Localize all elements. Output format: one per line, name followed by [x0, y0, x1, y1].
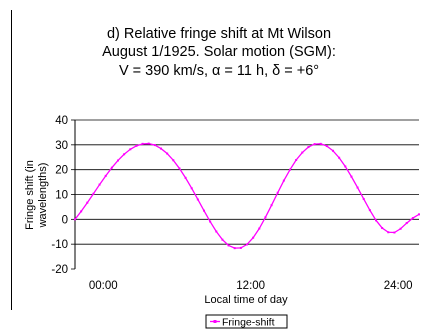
data-point: [135, 144, 138, 147]
legend-box: [205, 314, 288, 329]
data-point: [233, 247, 236, 250]
chart-title: d) Relative fringe shift at Mt Wilson Au…: [102, 26, 336, 79]
data-point: [190, 187, 193, 190]
x-axis-label: Local time of day: [204, 294, 288, 306]
data-point: [319, 142, 322, 145]
y-tick-label-0: 0: [62, 214, 68, 226]
y-tick-label-20: 20: [55, 165, 68, 177]
y-tick-label-30: 30: [55, 140, 68, 152]
data-point: [110, 166, 113, 169]
data-point: [221, 238, 224, 241]
data-point: [92, 192, 95, 195]
data-point: [246, 243, 248, 246]
y-axis-label-line-2: wavelengths): [37, 163, 49, 229]
title-line-3: V = 390 km/s, α = 11 h, δ = +6°: [119, 63, 319, 79]
data-point: [399, 227, 402, 230]
data-point: [184, 176, 187, 179]
data-point: [203, 209, 205, 212]
x-tick-label-24: 24:00: [384, 280, 413, 292]
data-point: [129, 148, 132, 151]
data-point: [307, 146, 310, 149]
data-point: [252, 236, 255, 239]
data-point: [282, 179, 285, 182]
series-fringe-shift: [74, 142, 420, 250]
data-point: [153, 144, 156, 147]
x-tick-label-0: 00:00: [89, 280, 118, 292]
data-point: [356, 186, 359, 189]
series-line-fringe-shift: [74, 142, 420, 249]
y-tick-label-10: 10: [55, 190, 68, 202]
data-point: [258, 227, 261, 230]
data-point: [80, 210, 83, 213]
legend-label: Fringe-shift: [222, 317, 275, 329]
y-tick-label--10: -10: [51, 239, 68, 251]
data-point: [362, 197, 365, 200]
data-point: [141, 142, 144, 145]
y-axis-label: Fringe shift (in wavelengths): [24, 160, 49, 230]
x-tick-label-12: 12:00: [236, 280, 265, 292]
data-point: [301, 151, 304, 154]
data-point: [74, 218, 76, 221]
legend-swatch-marker: [213, 320, 217, 323]
data-point: [227, 244, 230, 247]
data-point: [123, 153, 126, 156]
data-point: [160, 147, 162, 150]
data-point: [276, 191, 279, 194]
data-point: [405, 222, 408, 225]
data-point: [147, 142, 150, 145]
data-point: [264, 216, 267, 219]
data-point: [172, 159, 175, 162]
data-point: [368, 209, 371, 212]
legend: Fringe-shift: [205, 314, 288, 329]
y-axis-label-line-1: Fringe shift (in: [24, 160, 36, 230]
data-point: [209, 220, 212, 223]
data-point: [178, 167, 181, 170]
data-point: [350, 175, 353, 178]
data-point: [196, 198, 199, 201]
data-point: [332, 149, 334, 152]
data-point: [270, 204, 273, 207]
data-point: [313, 143, 316, 146]
data-point: [117, 159, 119, 162]
data-point: [86, 201, 89, 204]
data-point: [344, 165, 347, 168]
data-point: [387, 231, 390, 234]
y-tick-label--20: -20: [51, 264, 68, 276]
gridlines: [71, 119, 419, 270]
data-point: [215, 230, 218, 233]
x-tick-labels: 00:00 12:00 24:00: [89, 280, 413, 292]
data-point: [418, 213, 420, 216]
title-line-1: d) Relative fringe shift at Mt Wilson: [107, 26, 331, 42]
data-point: [375, 219, 377, 222]
data-point: [289, 168, 291, 171]
y-tick-labels: -20 -10 0 10 20 30 40: [51, 115, 68, 276]
data-point: [325, 145, 328, 148]
y-tick-label-40: 40: [55, 115, 68, 127]
title-line-2: August 1/1925. Solar motion (SGM):: [102, 44, 336, 60]
adjacent-panel-edge: [0, 10, 12, 310]
data-point: [393, 231, 396, 234]
data-point: [411, 217, 414, 220]
data-point: [295, 158, 298, 161]
data-point: [98, 183, 101, 186]
data-point: [381, 227, 384, 230]
data-point: [104, 174, 107, 177]
data-point: [166, 152, 169, 155]
data-point: [338, 156, 341, 159]
data-point: [239, 246, 242, 249]
